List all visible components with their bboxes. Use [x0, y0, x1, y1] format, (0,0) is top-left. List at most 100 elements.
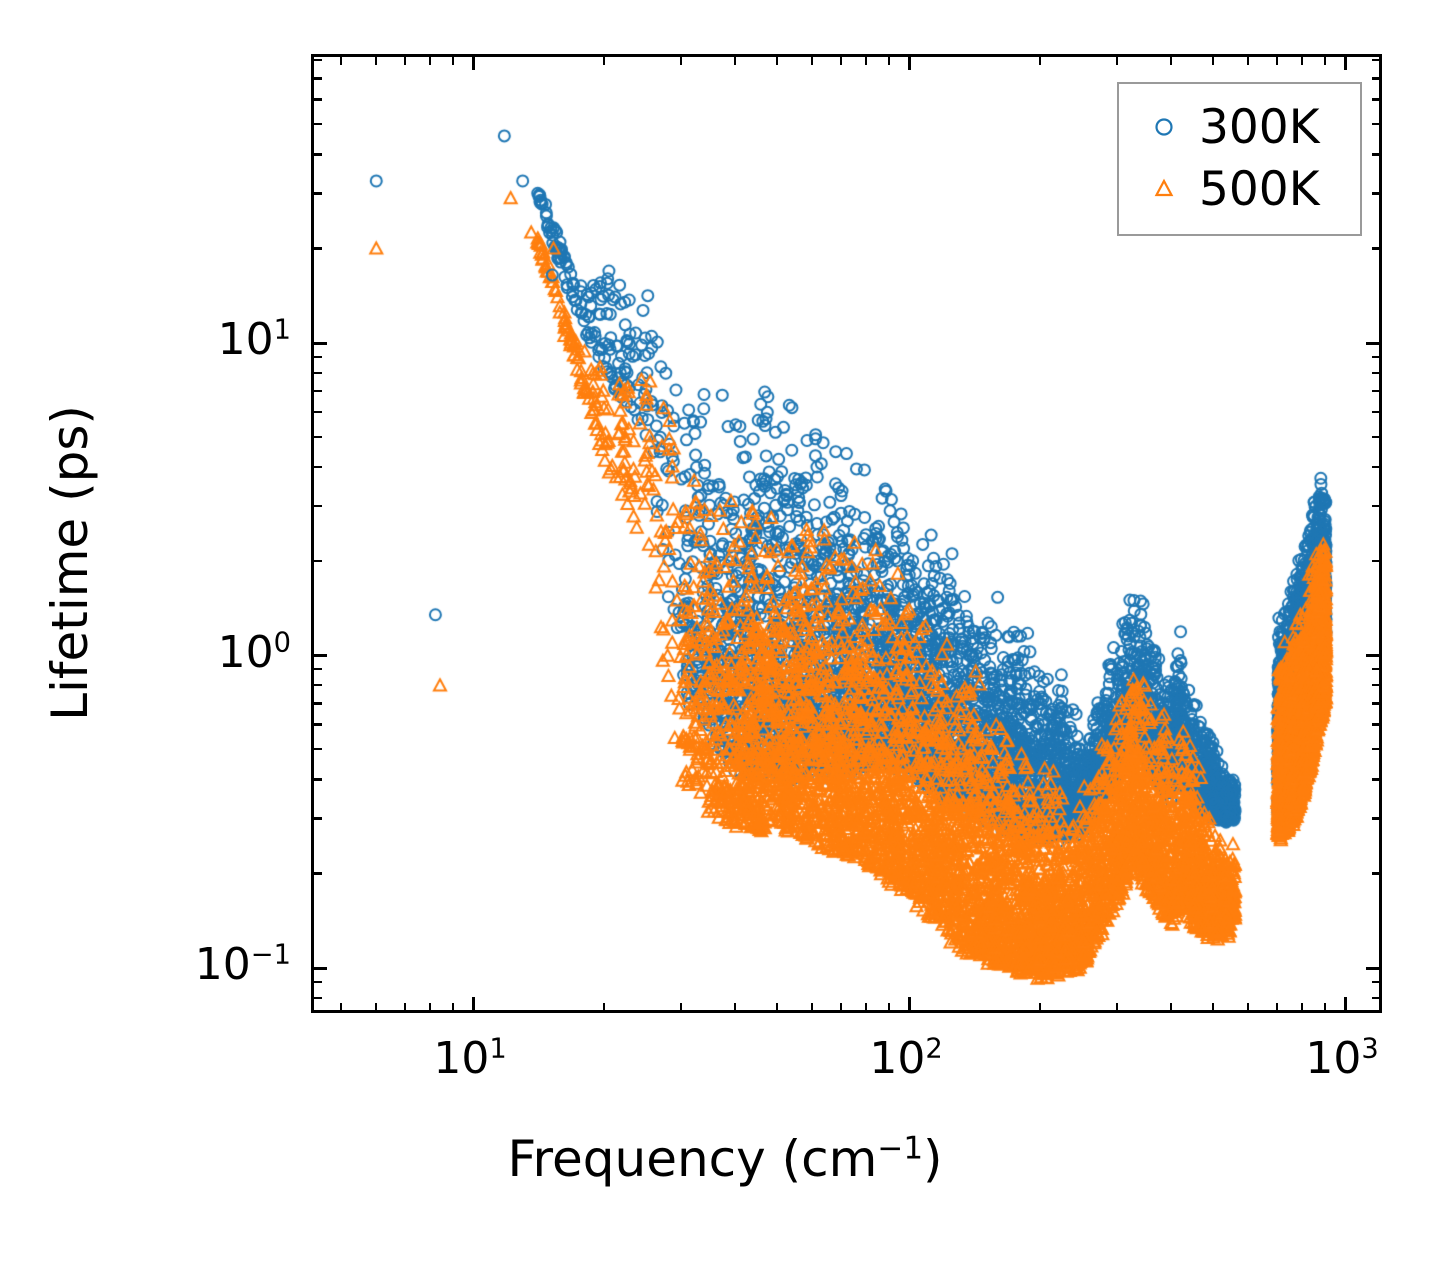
legend-item-500k: 500K — [1133, 158, 1346, 220]
x-minor-tick-top — [1115, 57, 1118, 65]
x-minor-tick — [1169, 1002, 1173, 1010]
y-minor-tick-right — [1371, 465, 1379, 469]
y-minor-tick-right — [1371, 817, 1379, 820]
y-minor-tick-right — [1371, 77, 1379, 80]
x-minor-tick-top — [429, 57, 432, 65]
x-minor-tick — [451, 1002, 454, 1010]
y-minor-tick — [314, 59, 322, 62]
x-minor-tick — [1115, 1002, 1118, 1010]
y-major-tick — [314, 341, 327, 345]
y-axis-title: Lifetime (ps) — [41, 163, 99, 963]
y-minor-tick-right — [1371, 410, 1379, 413]
y-minor-tick — [314, 668, 322, 671]
x-minor-tick-top — [451, 57, 454, 65]
x-minor-tick-top — [776, 57, 779, 65]
y-minor-tick-right — [1371, 59, 1379, 62]
legend-label-300k: 300K — [1199, 99, 1320, 155]
y-minor-tick-right — [1371, 192, 1379, 195]
x-minor-tick — [887, 1002, 890, 1010]
x-major-tick — [1343, 997, 1347, 1010]
x-minor-tick-top — [865, 57, 868, 65]
x-minor-tick — [733, 1002, 737, 1010]
y-minor-tick-right — [1371, 371, 1379, 374]
y-minor-tick-right — [1371, 435, 1379, 438]
x-major-tick — [907, 997, 911, 1010]
y-minor-tick — [314, 192, 322, 195]
y-minor-tick — [314, 996, 322, 999]
y-minor-tick-right — [1371, 153, 1379, 156]
x-minor-tick-top — [1301, 57, 1304, 65]
x-minor-tick — [679, 1002, 682, 1010]
x-minor-tick — [374, 1002, 377, 1010]
y-minor-tick — [314, 723, 322, 726]
x-minor-tick — [776, 1002, 779, 1010]
legend-item-300k: 300K — [1133, 96, 1346, 158]
y-minor-tick-right — [1371, 872, 1379, 875]
y-minor-tick — [314, 702, 322, 705]
x-minor-tick — [1038, 1002, 1041, 1010]
x-minor-tick-top — [1275, 57, 1279, 65]
x-minor-tick-top — [1246, 57, 1249, 65]
x-minor-tick-top — [1212, 57, 1215, 65]
x-minor-tick-top — [1038, 57, 1041, 65]
y-minor-tick — [314, 153, 322, 156]
x-minor-tick — [839, 1002, 843, 1010]
y-minor-tick — [314, 123, 322, 126]
y-major-tick-right — [1366, 966, 1379, 970]
x-minor-tick-top — [1169, 57, 1173, 65]
x-axis-title-paren: ) — [923, 1130, 943, 1188]
x-minor-tick-top — [1323, 57, 1326, 65]
y-major-tick-right — [1366, 654, 1379, 657]
x-major-tick — [471, 997, 475, 1010]
y-minor-tick-right — [1371, 247, 1379, 250]
x-major-tick-top — [1343, 57, 1347, 70]
x-minor-tick — [810, 1002, 813, 1010]
x-minor-tick-top — [810, 57, 813, 65]
x-axis-title-text: Frequency (cm — [507, 1130, 878, 1188]
x-minor-tick-top — [374, 57, 377, 65]
x-minor-tick — [1301, 1002, 1304, 1010]
x-major-tick-top — [471, 57, 475, 70]
y-minor-tick — [314, 371, 322, 374]
x-minor-tick — [1275, 1002, 1279, 1010]
x-minor-tick-top — [340, 57, 343, 65]
y-minor-tick — [314, 355, 322, 358]
x-major-tick-top — [907, 57, 911, 70]
y-tick-label: 100 — [217, 626, 291, 678]
y-minor-tick-right — [1371, 98, 1379, 101]
x-tick-label: 101 — [433, 1033, 507, 1084]
y-minor-tick-right — [1371, 684, 1379, 687]
y-minor-tick — [314, 778, 322, 781]
x-minor-tick — [1246, 1002, 1249, 1010]
legend: 300K 500K — [1117, 82, 1362, 236]
y-minor-tick — [314, 817, 322, 820]
y-minor-tick-right — [1371, 702, 1379, 705]
x-minor-tick-top — [602, 57, 605, 65]
x-tick-label: 102 — [869, 1033, 943, 1084]
x-axis-title-exponent: −1 — [877, 1130, 924, 1167]
open-circle-icon — [1133, 114, 1195, 140]
y-major-tick — [314, 966, 327, 970]
y-minor-tick-right — [1371, 355, 1379, 358]
x-tick-label: 103 — [1305, 1033, 1379, 1084]
y-minor-tick-right — [1371, 748, 1379, 751]
y-major-tick-right — [1366, 341, 1379, 345]
y-minor-tick — [314, 748, 322, 751]
y-minor-tick-right — [1371, 668, 1379, 671]
y-minor-tick — [314, 410, 322, 413]
y-minor-tick-right — [1371, 123, 1379, 126]
y-major-tick — [314, 654, 327, 657]
y-minor-tick-right — [1371, 389, 1379, 393]
x-minor-tick-top — [887, 57, 890, 65]
x-minor-tick-top — [839, 57, 843, 65]
x-minor-tick-top — [403, 57, 407, 65]
x-minor-tick — [1212, 1002, 1215, 1010]
y-minor-tick-right — [1371, 778, 1379, 781]
x-minor-tick-top — [679, 57, 682, 65]
y-minor-tick — [314, 504, 322, 508]
x-minor-tick — [865, 1002, 868, 1010]
y-minor-tick-right — [1371, 559, 1379, 563]
y-tick-label: 101 — [217, 314, 291, 365]
y-minor-tick — [314, 559, 322, 563]
